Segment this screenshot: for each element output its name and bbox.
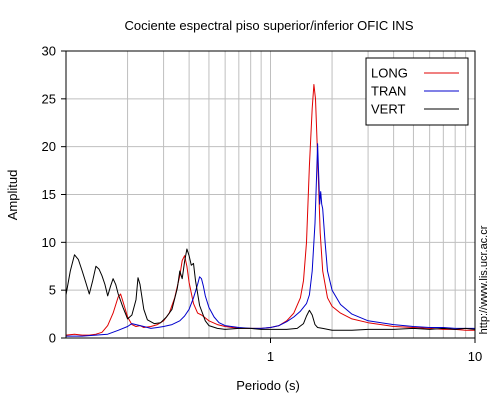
series-line-vert (65, 248, 476, 331)
legend-label-tran: TRAN (371, 84, 406, 99)
series-line-long (65, 84, 475, 336)
legend: LONG TRAN VERT (365, 57, 469, 126)
y-axis-label: Amplitud (5, 170, 20, 221)
y-tick-label: 25 (42, 91, 56, 106)
x-tick-label: 10 (468, 349, 482, 364)
axis-ticks: 0 5 10 15 20 25 30 1 10 (42, 44, 483, 365)
legend-box (365, 57, 469, 126)
y-tick-label: 30 (42, 44, 56, 59)
y-tick-label: 20 (42, 139, 56, 154)
side-url-text: http://www.lis.ucr.ac.cr (478, 225, 490, 334)
legend-label-vert: VERT (371, 102, 405, 117)
legend-label-long: LONG (371, 66, 408, 81)
chart-title: Cociente espectral piso superior/inferio… (124, 18, 413, 33)
series-layer (65, 84, 476, 337)
y-tick-label: 5 (49, 283, 56, 298)
y-tick-label: 10 (42, 235, 56, 250)
y-tick-label: 15 (42, 187, 56, 202)
x-tick-label: 1 (267, 349, 274, 364)
series-line-tran (66, 143, 475, 337)
y-tick-label: 0 (49, 331, 56, 346)
x-axis-label: Periodo (s) (236, 378, 300, 393)
